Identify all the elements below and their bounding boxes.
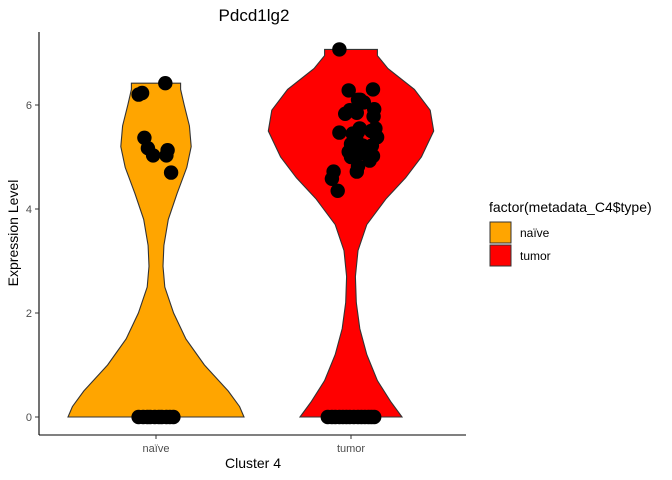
data-point [367, 409, 382, 425]
y-tick-label: 4 [26, 204, 32, 216]
x-tick-label: naïve [143, 443, 170, 455]
data-point [158, 76, 173, 91]
legend-swatch [489, 221, 512, 244]
data-point [349, 164, 364, 179]
x-tick-label: tumor [337, 443, 365, 455]
data-point [349, 105, 364, 121]
data-point [366, 109, 381, 124]
x-axis-title: Cluster 4 [225, 455, 281, 471]
plot-panel [67, 42, 435, 425]
data-point [330, 183, 345, 198]
y-axis-title: Expression Level [5, 180, 21, 287]
data-point [332, 125, 347, 140]
data-point [365, 82, 381, 97]
data-point [356, 95, 371, 110]
legend-items: naïve tumor [489, 221, 551, 267]
legend-swatch [489, 244, 512, 267]
legend-label: tumor [520, 249, 551, 263]
violin-tumor [267, 48, 435, 418]
data-point [332, 42, 347, 57]
data-point [362, 153, 377, 168]
data-point [338, 106, 353, 122]
data-point [160, 143, 175, 158]
y-tick-label: 2 [26, 308, 32, 320]
x-axis-ticks: naïve tumor [143, 435, 365, 455]
data-point [163, 165, 179, 180]
y-tick-label: 6 [26, 100, 32, 112]
data-point [134, 85, 150, 101]
violin-naive [67, 82, 245, 418]
data-point [166, 409, 181, 425]
y-tick-label: 0 [26, 412, 32, 424]
legend-label: naïve [520, 226, 550, 240]
data-point [145, 148, 161, 163]
data-point [324, 171, 340, 186]
legend: factor(metadata_C4$type) naïve tumor [489, 199, 652, 267]
data-point [341, 83, 356, 98]
y-axis-ticks: 0 2 4 6 [26, 100, 39, 424]
chart-title: Pdcd1lg2 [219, 6, 290, 25]
legend-title: factor(metadata_C4$type) [489, 199, 652, 215]
